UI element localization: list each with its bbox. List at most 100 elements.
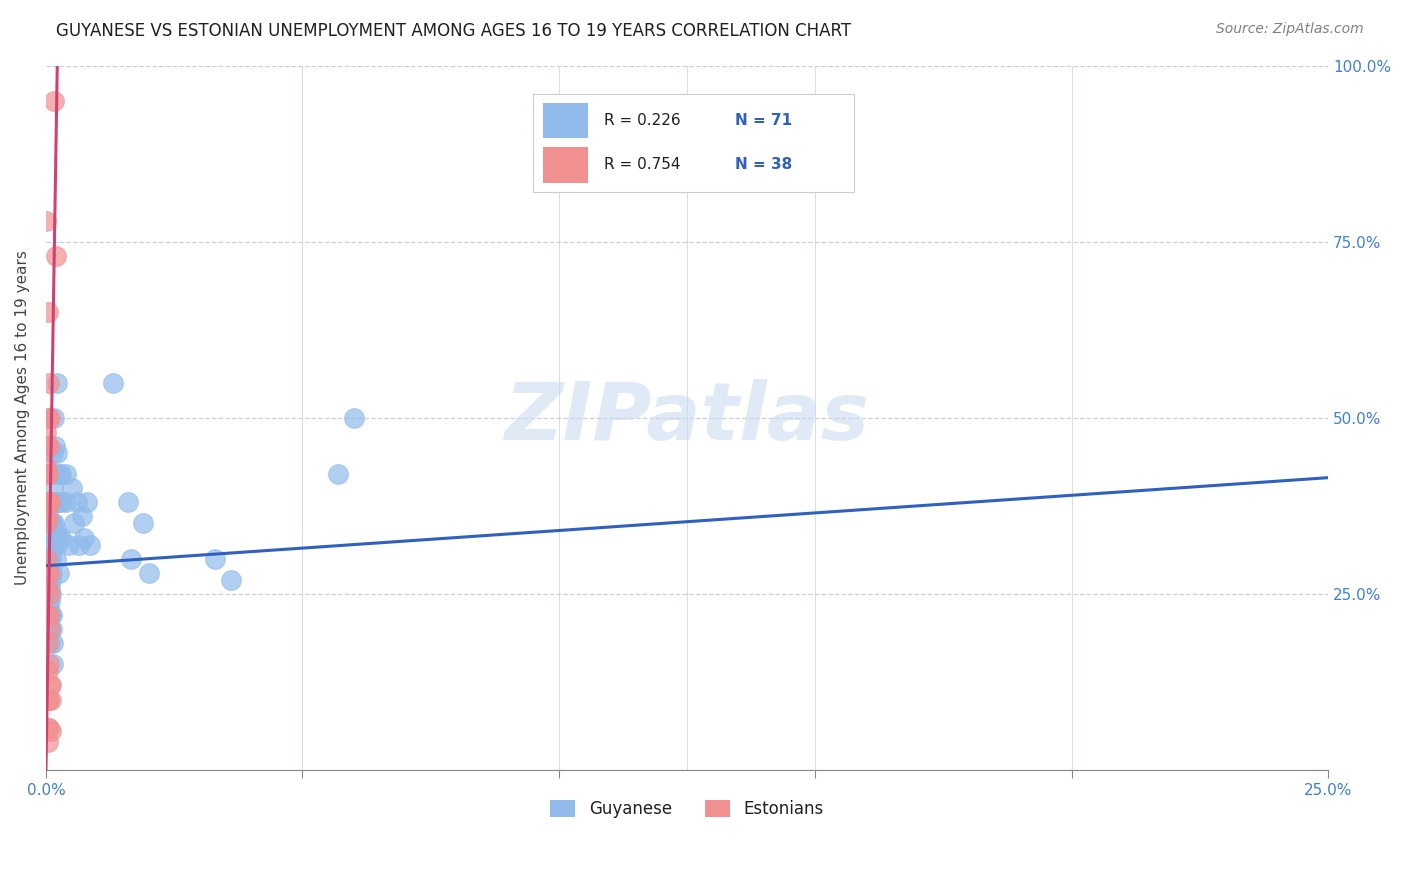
Point [35, 213, 58, 227]
Point [37, 580, 59, 594]
Point [41, 516, 63, 531]
Point [38, 607, 60, 622]
Point [39, 573, 62, 587]
Point [58, 538, 80, 552]
Point [39, 607, 62, 622]
Point [37, 735, 59, 749]
Point [35, 425, 58, 439]
Point [55, 495, 77, 509]
Point [38, 566, 60, 580]
Point [70, 509, 93, 524]
Point [37, 665, 59, 679]
Point [37, 439, 59, 453]
Point [39, 551, 62, 566]
Point [51, 467, 73, 482]
Point [44, 538, 66, 552]
Point [46, 376, 69, 390]
Point [37, 636, 59, 650]
Point [39, 622, 62, 636]
Point [35, 495, 58, 509]
Legend: Guyanese, Estonians: Guyanese, Estonians [544, 794, 831, 825]
Point [38, 607, 60, 622]
Text: ZIPatlas: ZIPatlas [505, 379, 869, 457]
Point [38, 678, 60, 692]
Point [39, 531, 62, 545]
Point [42, 481, 65, 495]
Point [44, 467, 66, 482]
Point [38, 607, 60, 622]
Point [39, 587, 62, 601]
Point [51, 531, 73, 545]
Point [37, 467, 59, 482]
Point [38, 538, 60, 552]
Point [76, 495, 98, 509]
Point [51, 495, 73, 509]
Point [45, 249, 67, 263]
Point [41, 538, 63, 552]
Point [41, 622, 63, 636]
Point [42, 94, 65, 108]
Point [42, 516, 65, 531]
Point [55, 467, 77, 482]
Point [35, 551, 58, 566]
Point [39, 587, 62, 601]
Point [37, 607, 59, 622]
Point [37, 587, 59, 601]
Point [35, 467, 58, 482]
Point [41, 636, 63, 650]
Point [39, 724, 62, 739]
Point [38, 551, 60, 566]
Point [39, 495, 62, 509]
Point [343, 410, 366, 425]
Point [39, 678, 62, 692]
Point [41, 446, 63, 460]
Point [46, 495, 69, 509]
Point [38, 566, 60, 580]
Point [45, 524, 67, 538]
Point [38, 657, 60, 672]
Point [38, 622, 60, 636]
Point [41, 566, 63, 580]
Point [41, 657, 63, 672]
Point [219, 573, 242, 587]
Point [42, 467, 65, 482]
Point [42, 495, 65, 509]
Point [117, 495, 139, 509]
Point [37, 305, 59, 319]
Point [63, 516, 86, 531]
Point [46, 538, 69, 552]
Text: Source: ZipAtlas.com: Source: ZipAtlas.com [1216, 22, 1364, 37]
Point [38, 439, 60, 453]
Point [35, 566, 58, 580]
Point [38, 692, 60, 706]
Text: GUYANESE VS ESTONIAN UNEMPLOYMENT AMONG AGES 16 TO 19 YEARS CORRELATION CHART: GUYANESE VS ESTONIAN UNEMPLOYMENT AMONG … [56, 22, 852, 40]
Point [38, 410, 60, 425]
Point [38, 580, 60, 594]
Point [67, 538, 90, 552]
Point [101, 376, 124, 390]
Point [204, 551, 226, 566]
Point [38, 601, 60, 615]
Point [37, 509, 59, 524]
Point [66, 495, 89, 509]
Point [38, 495, 60, 509]
Point [132, 516, 155, 531]
Point [39, 636, 62, 650]
Point [73, 531, 96, 545]
Point [44, 495, 66, 509]
Point [38, 566, 60, 580]
Point [45, 551, 67, 566]
Point [37, 551, 59, 566]
Point [48, 467, 70, 482]
Point [138, 566, 160, 580]
Point [39, 692, 62, 706]
Point [35, 580, 58, 594]
Point [48, 495, 70, 509]
Point [328, 467, 350, 482]
Point [37, 692, 59, 706]
Point [120, 551, 142, 566]
Point [38, 376, 60, 390]
Point [48, 531, 70, 545]
Point [79, 538, 101, 552]
Point [35, 460, 58, 475]
